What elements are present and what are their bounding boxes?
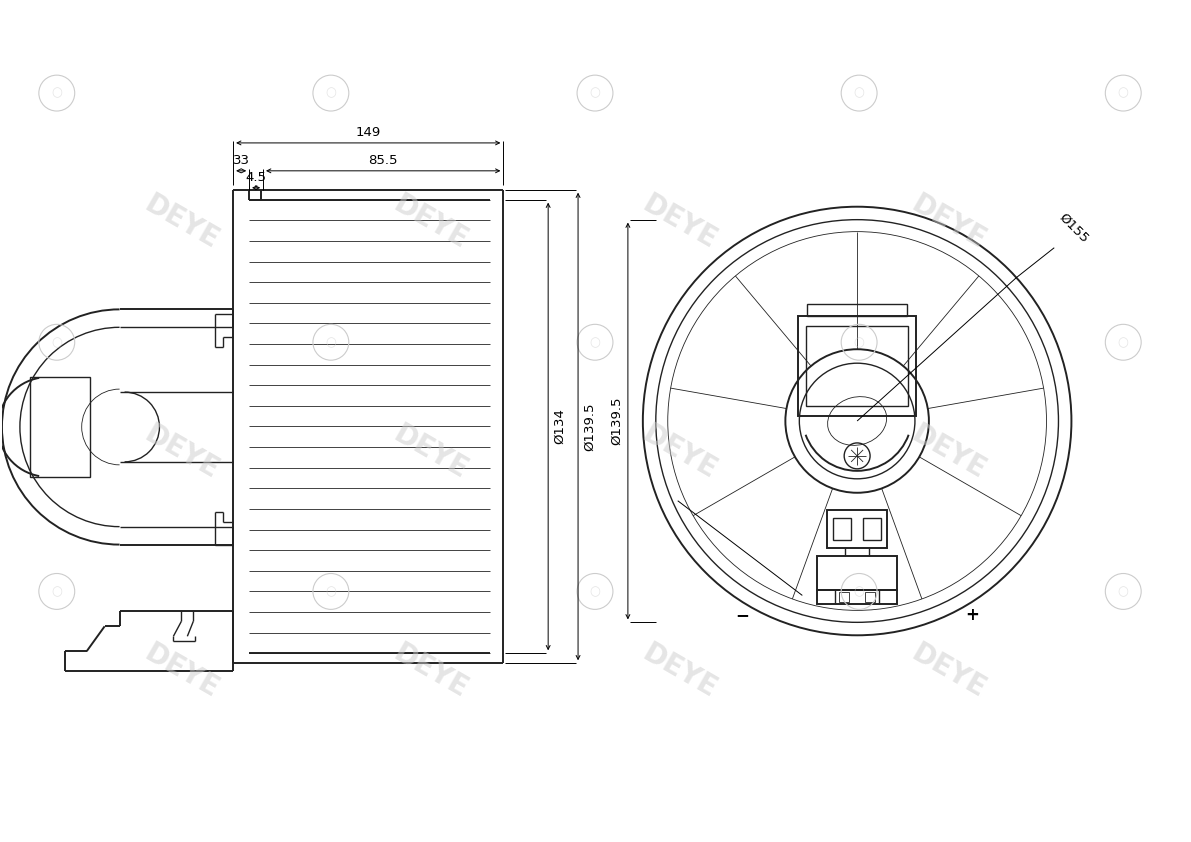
Text: DEYE: DEYE: [388, 639, 473, 704]
Text: Ø134: Ø134: [553, 408, 566, 445]
Bar: [840, 593, 849, 602]
Text: ○: ○: [51, 336, 62, 349]
Text: ○: ○: [325, 87, 336, 99]
Text: DEYE: DEYE: [906, 419, 991, 484]
Text: Ø139.5: Ø139.5: [610, 397, 623, 445]
Bar: [30, 377, 89, 477]
Text: DEYE: DEYE: [139, 190, 224, 255]
Text: ○: ○: [854, 336, 865, 349]
Text: DEYE: DEYE: [139, 639, 224, 704]
Text: 85.5: 85.5: [368, 154, 398, 167]
Text: ○: ○: [854, 87, 865, 99]
Text: DEYE: DEYE: [139, 419, 224, 484]
Text: DEYE: DEYE: [906, 639, 991, 704]
Text: DEYE: DEYE: [637, 639, 722, 704]
Text: ○: ○: [590, 336, 600, 349]
Bar: [863, 518, 881, 540]
Text: Ø155: Ø155: [1056, 211, 1091, 246]
Bar: [828, 509, 887, 547]
Text: 149: 149: [356, 126, 381, 139]
Text: ○: ○: [51, 87, 62, 99]
Bar: [817, 556, 897, 590]
Text: DEYE: DEYE: [388, 419, 473, 484]
Bar: [807, 305, 908, 317]
Bar: [817, 590, 897, 605]
Text: ○: ○: [1118, 585, 1129, 598]
Text: +: +: [965, 606, 979, 625]
Text: ○: ○: [51, 585, 62, 598]
Bar: [834, 518, 852, 540]
Text: DEYE: DEYE: [637, 190, 722, 255]
Bar: [806, 327, 908, 406]
Text: −: −: [736, 606, 749, 625]
Text: ○: ○: [1118, 87, 1129, 99]
Text: DEYE: DEYE: [637, 419, 722, 484]
Bar: [798, 317, 916, 416]
Text: ○: ○: [590, 585, 600, 598]
Text: ○: ○: [1118, 336, 1129, 349]
Text: ○: ○: [854, 585, 865, 598]
Text: 33: 33: [232, 154, 250, 167]
Text: DEYE: DEYE: [388, 190, 473, 255]
Bar: [865, 593, 875, 602]
Text: Ø139.5: Ø139.5: [584, 402, 596, 450]
Text: ○: ○: [325, 336, 336, 349]
Text: ○: ○: [590, 87, 600, 99]
Text: DEYE: DEYE: [906, 190, 991, 255]
Text: 4.5: 4.5: [245, 171, 267, 184]
Text: ○: ○: [325, 585, 336, 598]
